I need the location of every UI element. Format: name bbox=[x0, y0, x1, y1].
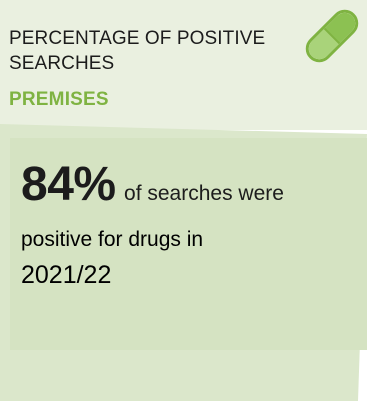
stat-text-line-3: 2021/22 bbox=[21, 261, 112, 289]
stat-value: 84% bbox=[21, 158, 116, 211]
stat-text-line-1: of searches were bbox=[124, 182, 284, 205]
card-subtitle: PREMISES bbox=[9, 89, 109, 110]
card-header bbox=[0, 0, 367, 130]
stat-block: 84% of searches were positive for drugs … bbox=[21, 160, 341, 291]
pill-capsule-icon bbox=[305, 9, 359, 63]
stat-text-line-2: positive for drugs in bbox=[21, 228, 204, 251]
stat-headline: 84% of searches were bbox=[21, 160, 341, 219]
card-title: PERCENTAGE OF POSITIVE SEARCHES bbox=[9, 28, 266, 74]
